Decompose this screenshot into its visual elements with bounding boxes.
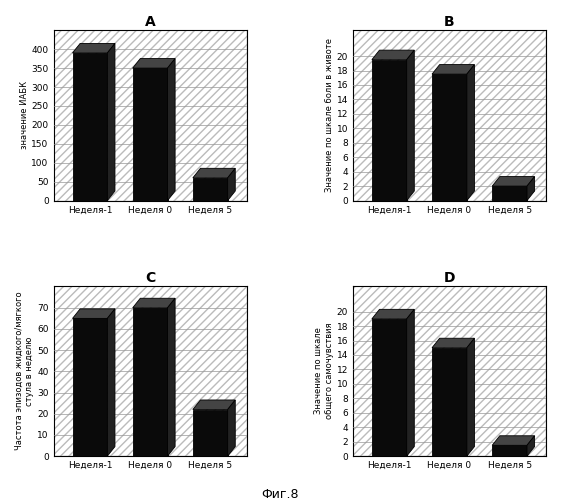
- Y-axis label: Значение по шкале боли в животе: Значение по шкале боли в животе: [325, 38, 334, 192]
- Polygon shape: [432, 64, 475, 74]
- Polygon shape: [372, 319, 407, 456]
- Polygon shape: [372, 310, 414, 319]
- Polygon shape: [432, 348, 467, 456]
- Polygon shape: [492, 186, 527, 200]
- Polygon shape: [193, 178, 228, 201]
- Polygon shape: [407, 50, 414, 201]
- Polygon shape: [432, 74, 467, 200]
- Polygon shape: [372, 60, 407, 200]
- Y-axis label: значение ИАБК: значение ИАБК: [20, 82, 29, 150]
- Polygon shape: [193, 410, 228, 456]
- Polygon shape: [107, 44, 115, 201]
- Text: Фиг.8: Фиг.8: [262, 488, 299, 500]
- Polygon shape: [492, 436, 535, 446]
- Title: C: C: [145, 270, 155, 284]
- Polygon shape: [72, 318, 107, 456]
- Polygon shape: [133, 308, 168, 456]
- Polygon shape: [492, 176, 535, 186]
- Polygon shape: [228, 400, 235, 456]
- Title: A: A: [145, 15, 155, 29]
- Polygon shape: [492, 446, 527, 456]
- Polygon shape: [168, 58, 175, 201]
- Polygon shape: [72, 44, 115, 53]
- Y-axis label: Значение по шкале
общего самочувствия: Значение по шкале общего самочувствия: [314, 322, 334, 419]
- Y-axis label: Частота эпизодов жидкого/мягкого
стула в неделю: Частота эпизодов жидкого/мягкого стула в…: [15, 292, 34, 450]
- Polygon shape: [193, 168, 235, 178]
- Polygon shape: [72, 309, 115, 318]
- Polygon shape: [467, 338, 475, 456]
- Polygon shape: [407, 310, 414, 456]
- Title: B: B: [444, 15, 455, 29]
- Polygon shape: [168, 298, 175, 456]
- Polygon shape: [193, 400, 235, 409]
- Polygon shape: [467, 64, 475, 200]
- Polygon shape: [527, 436, 535, 456]
- Polygon shape: [228, 168, 235, 200]
- Polygon shape: [133, 298, 175, 308]
- Polygon shape: [372, 50, 414, 59]
- Title: D: D: [444, 270, 455, 284]
- Polygon shape: [72, 53, 107, 201]
- Polygon shape: [527, 176, 535, 201]
- Polygon shape: [133, 68, 168, 200]
- Polygon shape: [432, 338, 475, 348]
- Polygon shape: [107, 309, 115, 456]
- Polygon shape: [133, 58, 175, 68]
